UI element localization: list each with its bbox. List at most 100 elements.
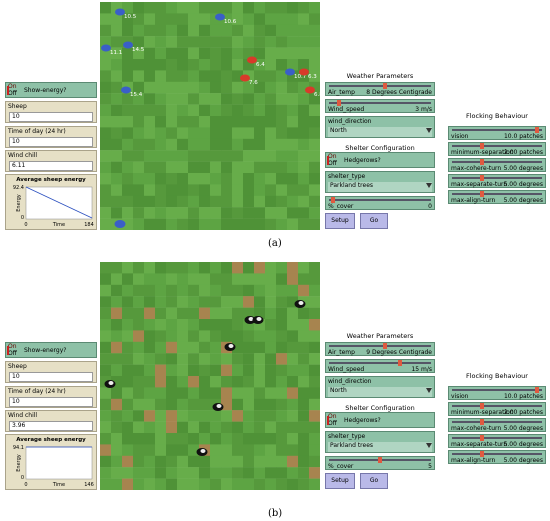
patch bbox=[265, 455, 277, 468]
slider[interactable]: %_cover 0 bbox=[325, 196, 435, 210]
patch bbox=[221, 24, 233, 37]
patch bbox=[243, 467, 255, 479]
slider[interactable]: max-align-turn 5.00 degrees bbox=[448, 450, 546, 464]
unit: patches bbox=[517, 393, 543, 400]
patch bbox=[221, 161, 233, 174]
patch bbox=[265, 307, 277, 320]
slider[interactable]: vision 10.0 patches bbox=[448, 386, 546, 400]
patch bbox=[298, 319, 310, 331]
patch bbox=[133, 93, 145, 105]
patch bbox=[232, 2, 244, 14]
patch bbox=[111, 364, 123, 377]
panel: 10.510.614.511.115.46.47.610.76.36.8OnOf… bbox=[0, 2, 550, 249]
patch bbox=[199, 173, 211, 185]
patch bbox=[265, 296, 277, 308]
patch bbox=[133, 444, 145, 456]
patch bbox=[243, 273, 255, 285]
slider[interactable]: max-separate-turn 5.00 degrees bbox=[448, 434, 546, 448]
patch bbox=[254, 433, 266, 445]
patch bbox=[111, 296, 123, 308]
slider[interactable]: vision 10.0 patches bbox=[448, 126, 546, 140]
patch bbox=[243, 262, 255, 274]
patch bbox=[155, 410, 167, 422]
slider[interactable]: minimum-separation 2.00 patches bbox=[448, 402, 546, 416]
patch bbox=[254, 353, 266, 365]
x-tick-label: 184 bbox=[84, 222, 94, 228]
patch bbox=[243, 478, 255, 490]
patch bbox=[254, 273, 266, 285]
patch bbox=[243, 184, 255, 196]
chooser[interactable]: shelter_type Parkland trees bbox=[325, 431, 435, 453]
agent-label: 7.6 bbox=[249, 80, 258, 86]
patch bbox=[298, 24, 310, 37]
slider[interactable]: max-align-turn 5.00 degrees bbox=[448, 190, 546, 204]
switch[interactable]: On Off Show-energy? bbox=[5, 82, 97, 98]
value: 5.00 bbox=[503, 181, 517, 188]
patch bbox=[276, 273, 288, 285]
slider-handle bbox=[382, 83, 387, 89]
patch bbox=[133, 195, 145, 208]
patch bbox=[100, 36, 112, 48]
patch bbox=[265, 273, 277, 285]
patch bbox=[166, 410, 178, 422]
chooser[interactable]: shelter_type Parkland trees bbox=[325, 171, 435, 193]
patch bbox=[177, 387, 189, 399]
patch bbox=[232, 284, 244, 297]
patch bbox=[177, 116, 189, 128]
slider[interactable]: Wind_speed 3 m/s bbox=[325, 99, 435, 113]
patch bbox=[276, 353, 288, 365]
patch bbox=[210, 138, 222, 151]
slider[interactable]: max-cohere-turn 5.00 degrees bbox=[448, 418, 546, 432]
patch bbox=[155, 433, 167, 445]
patch bbox=[287, 398, 299, 411]
patch bbox=[100, 59, 112, 71]
switch[interactable]: On Off Hedgerows? bbox=[325, 412, 435, 428]
patch bbox=[221, 410, 233, 422]
switch[interactable]: On Off Hedgerows? bbox=[325, 152, 435, 168]
slider[interactable]: minimum-separation 2.00 patches bbox=[448, 142, 546, 156]
patch bbox=[232, 296, 244, 308]
button[interactable]: Go bbox=[360, 473, 388, 489]
patch bbox=[111, 24, 123, 37]
patch bbox=[287, 284, 299, 297]
patch bbox=[199, 433, 211, 445]
button[interactable]: Go bbox=[360, 213, 388, 229]
slider[interactable]: Air_temp 8 Degrees Centigrade bbox=[325, 82, 435, 96]
patch bbox=[265, 93, 277, 105]
sheep bbox=[215, 13, 225, 21]
patch bbox=[155, 161, 167, 174]
patch bbox=[287, 444, 299, 456]
patch bbox=[298, 341, 310, 354]
patch bbox=[199, 2, 211, 14]
patch bbox=[287, 2, 299, 14]
patch bbox=[298, 218, 310, 230]
patch bbox=[298, 2, 310, 14]
patch bbox=[122, 364, 134, 377]
patch bbox=[122, 218, 134, 230]
patch bbox=[166, 376, 178, 388]
patch bbox=[309, 173, 320, 185]
switch[interactable]: On Off Show-energy? bbox=[5, 342, 97, 358]
patch bbox=[188, 376, 200, 388]
patch bbox=[276, 36, 288, 48]
slider[interactable]: max-cohere-turn 5.00 degrees bbox=[448, 158, 546, 172]
slider[interactable]: Wind_speed 15 m/s bbox=[325, 359, 435, 373]
button[interactable]: Setup bbox=[325, 473, 355, 489]
slider[interactable]: %_cover 5 bbox=[325, 456, 435, 470]
patch bbox=[265, 262, 277, 274]
patch bbox=[144, 127, 156, 139]
patch bbox=[100, 13, 112, 25]
slider[interactable]: max-separate-turn 5.00 degrees bbox=[448, 174, 546, 188]
patch bbox=[232, 150, 244, 162]
slider[interactable]: Air_temp 9 Degrees Centigrade bbox=[325, 342, 435, 356]
button[interactable]: Setup bbox=[325, 213, 355, 229]
chooser[interactable]: wind_direction North bbox=[325, 376, 435, 398]
patch bbox=[144, 138, 156, 151]
agent-label: 6.3 bbox=[308, 74, 317, 80]
patch bbox=[155, 319, 167, 331]
chooser[interactable]: wind_direction North bbox=[325, 116, 435, 138]
patch bbox=[177, 433, 189, 445]
patch bbox=[243, 173, 255, 185]
monitor: Wind chill 3.96 bbox=[5, 410, 97, 432]
patch bbox=[287, 353, 299, 365]
